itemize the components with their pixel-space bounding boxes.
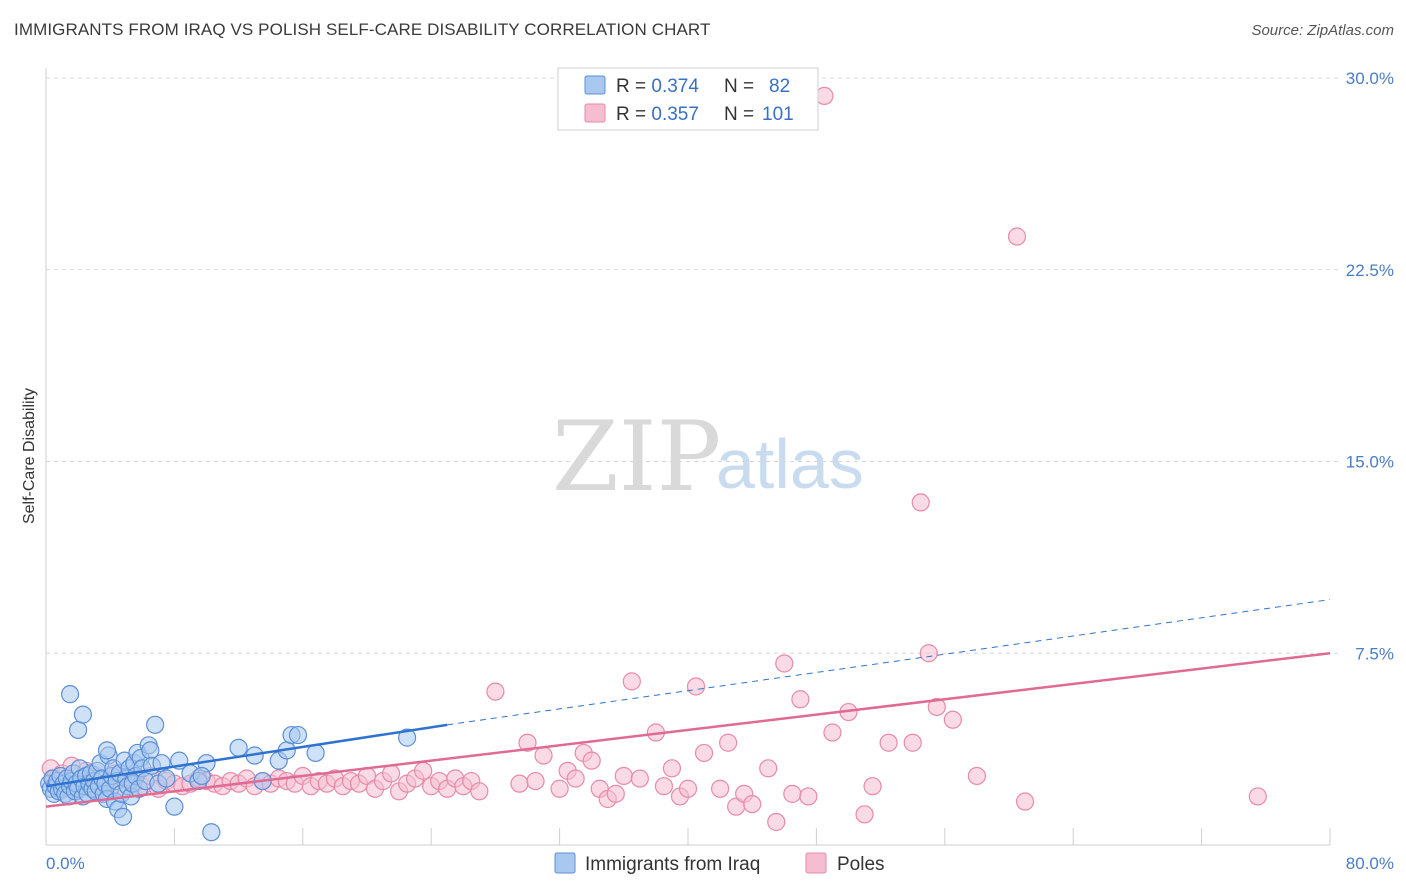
poles-point	[678, 779, 698, 798]
poles-point	[823, 723, 842, 742]
iraq-trend-line	[45, 723, 448, 788]
bottom-legend-swatch-iraq	[554, 852, 576, 874]
poles-point	[630, 769, 649, 788]
chart-title: IMMIGRANTS FROM IRAQ VS POLISH SELF-CARE…	[14, 20, 711, 39]
poles-point	[799, 787, 818, 806]
iraq-point	[113, 807, 133, 826]
poles-trend-line	[45, 652, 1331, 808]
x-axis-ticks	[173, 828, 1331, 845]
iraq-point	[73, 705, 93, 724]
iraq-point	[60, 685, 80, 704]
source-label: Source: ZipAtlas.com	[1251, 22, 1394, 39]
iraq-point	[157, 769, 176, 788]
poles-point	[470, 782, 489, 801]
y-tick-label: 7.5%	[1355, 644, 1394, 663]
legend-swatch-iraq	[584, 75, 606, 95]
legend-r-label-poles: R =	[616, 104, 651, 125]
watermark-zip: ZIP	[552, 401, 721, 513]
bottom-legend-label-poles: Poles	[837, 854, 885, 875]
legend-n-value-poles: 101	[762, 104, 794, 125]
y-tick-label: 15.0%	[1346, 453, 1394, 472]
watermark-atlas: atlas	[716, 425, 864, 503]
grid-lines	[46, 77, 1340, 654]
stats-legend: R = 0.374 N = 82 R = 0.357 N = 101	[557, 67, 819, 131]
poles-point	[614, 766, 633, 786]
poles-point	[783, 784, 802, 803]
legend-n-label-iraq: N =	[724, 76, 754, 97]
poles-point	[911, 493, 930, 512]
iraq-trend-extension	[447, 599, 1331, 726]
poles-point	[381, 764, 401, 783]
poles-point	[686, 677, 706, 696]
legend-r-value-iraq: 0.374	[651, 76, 699, 97]
x-tick-label-max: 80.0%	[1346, 854, 1394, 873]
poles-point	[486, 682, 505, 701]
iraq-points	[40, 685, 417, 842]
poles-point	[879, 733, 898, 752]
poles-point	[791, 690, 810, 709]
y-tick-labels: 7.5% 15.0% 22.5% 30.0%	[1346, 69, 1394, 663]
poles-point	[534, 746, 553, 765]
poles-point	[510, 774, 529, 793]
poles-point	[855, 805, 874, 824]
y-tick-label: 30.0%	[1346, 69, 1394, 88]
iraq-point	[146, 715, 165, 734]
poles-point	[919, 644, 938, 663]
bottom-legend: Immigrants from Iraq Poles	[554, 852, 885, 875]
poles-point	[582, 751, 601, 770]
iraq-point	[288, 725, 308, 745]
iraq-point	[97, 741, 117, 760]
iraq-point	[398, 728, 417, 747]
legend-r-value-poles: 0.357	[651, 104, 699, 125]
iraq-point	[192, 766, 211, 786]
poles-point	[550, 779, 569, 798]
poles-point	[414, 761, 433, 780]
bottom-legend-label-iraq: Immigrants from Iraq	[585, 854, 760, 875]
iraq-point	[165, 797, 184, 816]
poles-point	[710, 779, 730, 798]
poles-point	[622, 672, 641, 691]
poles-point	[654, 777, 674, 796]
y-axis-title: Self-Care Disability	[21, 388, 38, 524]
poles-point	[767, 812, 786, 832]
trend-lines	[45, 599, 1331, 808]
y-tick-label: 22.5%	[1346, 261, 1394, 280]
bottom-legend-swatch-poles	[805, 852, 827, 874]
poles-point	[1015, 792, 1035, 811]
poles-point	[1007, 227, 1027, 246]
poles-point	[743, 794, 762, 814]
poles-point	[694, 743, 714, 763]
poles-point	[1248, 787, 1267, 806]
legend-r-label-iraq: R =	[616, 76, 651, 97]
poles-point	[903, 733, 922, 752]
legend-swatch-poles	[584, 103, 606, 123]
legend-n-label-poles: N =	[724, 104, 754, 125]
poles-point	[662, 759, 682, 778]
poles-point	[943, 710, 962, 729]
x-tick-label-min: 0.0%	[46, 854, 85, 873]
legend-row-poles: R = 0.357	[616, 104, 699, 125]
poles-point	[526, 771, 545, 791]
poles-point	[518, 733, 537, 752]
legend-row-iraq: R = 0.374	[616, 76, 699, 97]
iraq-point	[68, 720, 88, 740]
legend-n-value-iraq: 82	[769, 76, 790, 97]
poles-point	[967, 766, 987, 786]
poles-point	[606, 784, 625, 803]
poles-point	[927, 697, 946, 717]
poles-point	[759, 759, 778, 778]
poles-point	[775, 654, 794, 673]
iraq-point	[202, 823, 221, 842]
poles-point	[863, 777, 882, 796]
poles-point	[566, 769, 585, 788]
poles-point	[719, 733, 738, 752]
iraq-point	[229, 738, 248, 757]
